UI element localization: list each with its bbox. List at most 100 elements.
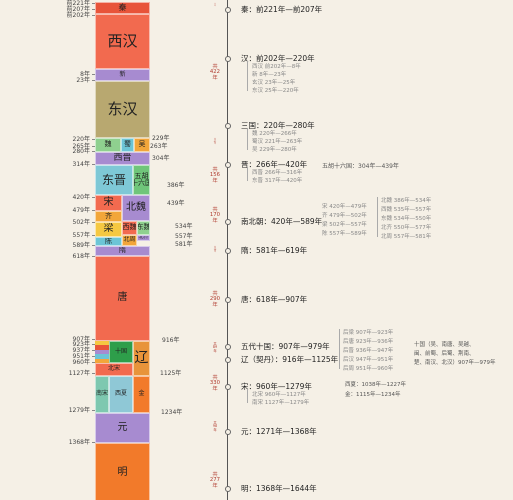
year-label-right: 916年 bbox=[162, 337, 180, 344]
year-label-left: 618年 bbox=[72, 253, 90, 260]
dynasty-sub-label: 新 8年—23年 bbox=[252, 72, 287, 78]
duration-label: 共 170 年 bbox=[208, 207, 222, 224]
block-wudai-4 bbox=[95, 358, 109, 363]
bei-label: 北魏 386年—534年 bbox=[381, 198, 432, 204]
year-label-left: 23年 bbox=[76, 77, 90, 84]
dynasty-sub-label: 南宋 1127年—1279年 bbox=[252, 400, 310, 406]
year-label-right: 557年 bbox=[175, 233, 193, 240]
year-label-left: 907年 bbox=[72, 336, 90, 343]
nan-label: 陈 557年—589年 bbox=[322, 231, 367, 237]
duration-label: 共 15 年 bbox=[208, 4, 222, 7]
bei-label: 北齐 550年—577年 bbox=[381, 225, 432, 231]
year-tick-left bbox=[92, 339, 95, 340]
axis-dot bbox=[225, 219, 231, 225]
year-label-left: 502年 bbox=[72, 219, 90, 226]
year-tick-left bbox=[92, 80, 95, 81]
year-tick-left bbox=[92, 151, 95, 152]
year-tick-left bbox=[92, 146, 95, 147]
dynasty-label: 五代十国：907年—979年 bbox=[241, 342, 330, 351]
dynasty-sub-label: 吴 229年—280年 bbox=[252, 147, 297, 153]
year-label-left: 前207年 bbox=[66, 6, 90, 13]
dynasty-sub-label: 西晋 266年—316年 bbox=[252, 170, 303, 176]
year-tick-left bbox=[92, 15, 95, 16]
block-wudai-1 bbox=[95, 345, 109, 350]
nan-label: 梁 502年—557年 bbox=[322, 222, 367, 228]
block-xin: 新 bbox=[95, 69, 150, 81]
year-label-left: 1279年 bbox=[68, 407, 90, 414]
block-wu: 吴 bbox=[134, 138, 150, 152]
year-tick-left bbox=[92, 256, 95, 257]
axis-dot bbox=[225, 357, 231, 363]
block-nansong: 南宋 bbox=[95, 376, 109, 413]
block-xiwei: 西魏 bbox=[122, 221, 137, 235]
dynasty-label: 宋：960年—1279年 bbox=[241, 382, 312, 391]
year-tick-left bbox=[92, 410, 95, 411]
duration-label: 共 290 年 bbox=[208, 291, 222, 308]
bei-label: 西魏 535年—557年 bbox=[381, 207, 432, 213]
year-tick-left bbox=[92, 210, 95, 211]
dynasty-label: 三国：220年—280年 bbox=[241, 121, 315, 130]
dynasty-label: 晋：266年—420年 bbox=[241, 160, 308, 169]
block-beizhou: 北周 bbox=[122, 235, 137, 246]
axis-dot bbox=[225, 384, 231, 390]
dynasty-label: 南北朝：420年—589年 bbox=[241, 217, 323, 226]
year-tick-left bbox=[92, 350, 95, 351]
dynasty-sub-label: 玄汉 23年—25年 bbox=[252, 80, 296, 86]
year-label-left: 265年 bbox=[72, 143, 90, 150]
dynasty-sub-label: 东汉 25年—220年 bbox=[252, 88, 299, 94]
year-label-left: 1127年 bbox=[68, 370, 90, 377]
block-beisong: 北宋 bbox=[95, 363, 133, 376]
nan-label: 齐 479年—502年 bbox=[322, 213, 367, 219]
axis-dot bbox=[225, 56, 231, 62]
axis-dot bbox=[225, 429, 231, 435]
year-tick-left bbox=[92, 344, 95, 345]
year-tick-left bbox=[92, 245, 95, 246]
year-label-left: 前202年 bbox=[66, 12, 90, 19]
axis-dot bbox=[225, 7, 231, 13]
shiguo-label: 楚、南汉、北汉）907年—979年 bbox=[414, 360, 496, 366]
duration-label: 共 156 年 bbox=[208, 167, 222, 184]
dynasty-label: 辽（契丹）：916年—1125年 bbox=[241, 355, 339, 364]
block-shiguo: 十国 bbox=[109, 341, 133, 363]
dynasty-label: 元：1271年—1368年 bbox=[241, 427, 317, 436]
dynasty-sub-label: 蜀汉 221年—263年 bbox=[252, 139, 303, 145]
axis-dot bbox=[225, 486, 231, 492]
wudai-bracket bbox=[339, 329, 340, 369]
shiguo-label: 闽、前蜀、后蜀、荆南、 bbox=[414, 351, 475, 357]
dynasty-label: 秦：前221年—前207年 bbox=[241, 5, 323, 14]
year-label-right: 534年 bbox=[175, 223, 193, 230]
block-wudai-3 bbox=[95, 354, 109, 359]
year-label-right: 229年 bbox=[152, 135, 170, 142]
sub-bracket bbox=[247, 389, 248, 403]
year-tick-left bbox=[92, 9, 95, 10]
block-beiqi: 北齐 bbox=[137, 235, 150, 241]
duration-label: 共 89 年 bbox=[208, 342, 222, 353]
year-label-right: 386年 bbox=[167, 182, 185, 189]
axis-dot bbox=[225, 248, 231, 254]
year-label-left: 557年 bbox=[72, 232, 90, 239]
wudai-label: 后周 951年—960年 bbox=[343, 366, 394, 372]
block-shu: 蜀 bbox=[121, 138, 134, 152]
wudai-label: 后唐 923年—936年 bbox=[343, 339, 394, 345]
year-label-left: 220年 bbox=[72, 136, 90, 143]
block-sui: 隋 bbox=[95, 246, 150, 256]
dynasty-label: 隋：581年—619年 bbox=[241, 246, 308, 255]
year-label-left: 前221年 bbox=[66, 0, 90, 7]
duration-label: 共 330 年 bbox=[208, 375, 222, 392]
dynasty-sub-label: 东晋 317年—420年 bbox=[252, 178, 303, 184]
year-tick-left bbox=[92, 373, 95, 374]
wudai-label: 后汉 947年—951年 bbox=[343, 357, 394, 363]
year-label-left: 420年 bbox=[72, 194, 90, 201]
year-label-left: 923年 bbox=[72, 341, 90, 348]
year-tick-left bbox=[92, 362, 95, 363]
year-label-left: 937年 bbox=[72, 347, 90, 354]
duration-label: 共 422 年 bbox=[208, 64, 222, 81]
nan-label: 宋 420年—479年 bbox=[322, 204, 367, 210]
year-label-left: 8年 bbox=[80, 71, 90, 78]
block-wudai-2 bbox=[95, 349, 109, 355]
year-tick-left bbox=[92, 139, 95, 140]
year-label-right: 439年 bbox=[167, 200, 185, 207]
duration-label: 共 61 年 bbox=[208, 139, 222, 145]
year-label-right: 263年 bbox=[150, 143, 168, 150]
